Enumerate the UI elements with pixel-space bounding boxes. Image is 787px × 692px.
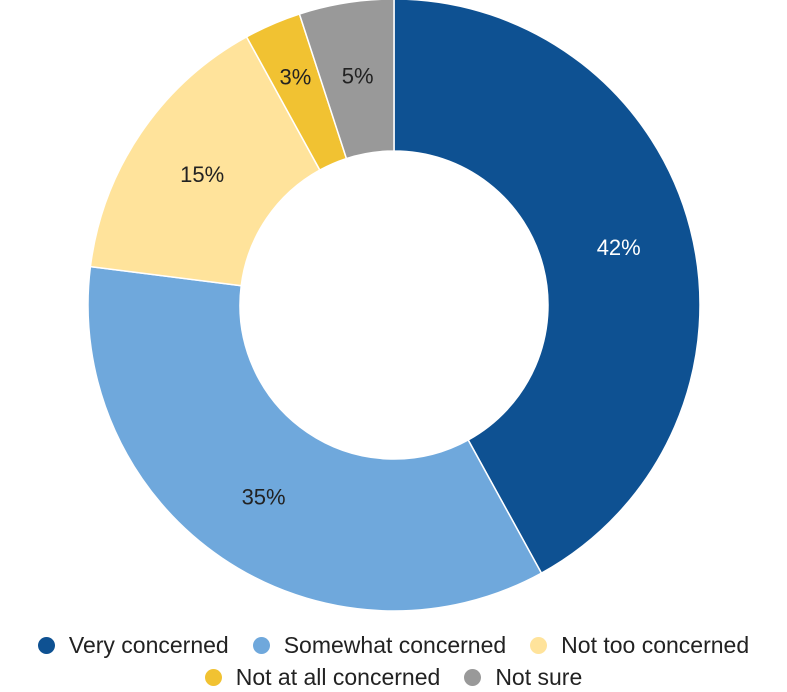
- slice-not-sure: [298, 0, 395, 160]
- legend-item-not-too-concerned: Not too concerned: [530, 632, 749, 659]
- legend-label-very-concerned: Very concerned: [68, 632, 229, 658]
- legend-marker-very-concerned: [37, 637, 55, 654]
- legend-marker-somewhat-concerned: [252, 637, 270, 654]
- legend-marker-not-too-concerned: [530, 637, 548, 654]
- data-label-not-at-all-concerned: 3%: [280, 65, 312, 90]
- legend-item-not-at-all-concerned: Not at all concerned: [204, 664, 441, 691]
- legend-marker-not-at-all-concerned: [204, 669, 222, 686]
- legend-label-not-sure: Not sure: [495, 664, 583, 690]
- legend-label-somewhat-concerned: Somewhat concerned: [283, 632, 507, 658]
- data-label-very-concerned: 42%: [597, 235, 641, 260]
- legend-row-2: Not at all concerned Not sure: [0, 664, 787, 691]
- legend-row-1: Very concerned Somewhat concerned Not to…: [0, 632, 787, 659]
- data-label-somewhat-concerned: 35%: [242, 484, 286, 509]
- slice-not-too-concerned: [89, 35, 321, 287]
- legend-marker-not-sure: [464, 669, 482, 686]
- data-label-not-too-concerned: 15%: [180, 162, 224, 187]
- slice-very-concerned: [393, 0, 701, 575]
- legend-label-not-too-concerned: Not too concerned: [561, 632, 750, 658]
- legend-label-not-at-all-concerned: Not at all concerned: [235, 664, 441, 690]
- slice-somewhat-concerned: [87, 265, 543, 612]
- legend-item-very-concerned: Very concerned: [37, 632, 229, 659]
- donut-chart-canvas: 42% 35% 15% 3% 5%: [87, 0, 701, 612]
- legend-item-somewhat-concerned: Somewhat concerned: [252, 632, 507, 659]
- data-label-not-sure: 5%: [342, 63, 374, 88]
- legend-item-not-sure: Not sure: [464, 664, 582, 691]
